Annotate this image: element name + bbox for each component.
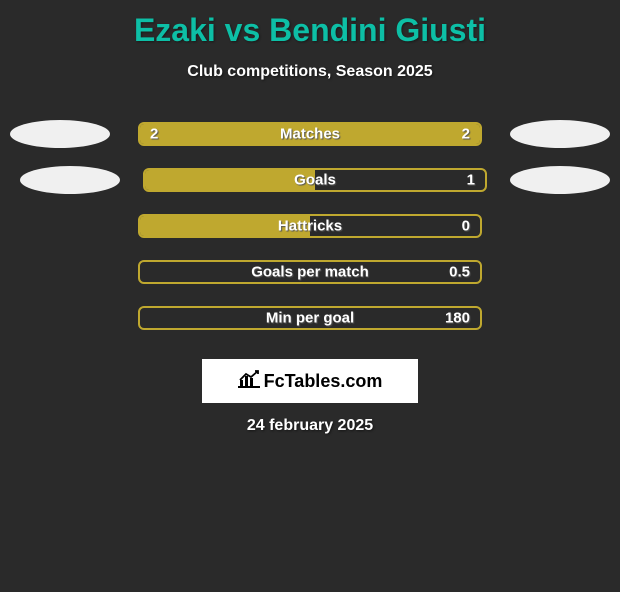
stat-bar: 180 Min per goal	[138, 306, 482, 330]
stat-row: 2 2 Matches	[0, 111, 620, 157]
bar-zone: 180 Min per goal	[110, 306, 510, 330]
player-left-marker	[20, 166, 120, 194]
logo-text: FcTables.com	[264, 371, 383, 392]
stat-bar: 0 Hattricks	[138, 214, 482, 238]
stat-bar: 2 2 Matches	[138, 122, 482, 146]
bar-zone: 0 Hattricks	[110, 214, 510, 238]
date-label: 24 february 2025	[0, 417, 620, 435]
page-title: Ezaki vs Bendini Giusti	[0, 12, 620, 49]
player-right-marker	[510, 166, 610, 194]
stat-row: 0 Hattricks	[0, 203, 620, 249]
bar-right-value: 2	[462, 126, 470, 143]
bar-label: Goals per match	[251, 264, 369, 281]
chart-icon	[238, 370, 260, 393]
bar-label: Matches	[280, 126, 340, 143]
bar-zone: 2 2 Matches	[110, 122, 510, 146]
bar-right-value: 180	[445, 310, 470, 327]
bar-label: Hattricks	[278, 218, 342, 235]
stat-bar: 0.5 Goals per match	[138, 260, 482, 284]
bar-label: Goals	[294, 172, 336, 189]
bar-right-value: 1	[467, 172, 475, 189]
bar-right-value: 0.5	[449, 264, 470, 281]
stat-row: 180 Min per goal	[0, 295, 620, 341]
stat-bar: 1 Goals	[143, 168, 487, 192]
player-left-marker	[10, 120, 110, 148]
player-right-marker	[510, 120, 610, 148]
bar-zone: 0.5 Goals per match	[110, 260, 510, 284]
stat-row: 0.5 Goals per match	[0, 249, 620, 295]
comparison-chart: 2 2 Matches 1 Goals 0 Hattricks 0.5 Goals per ma…	[0, 111, 620, 341]
bar-left-fill	[145, 170, 315, 190]
bar-left-value: 2	[150, 126, 158, 143]
bar-label: Min per goal	[266, 310, 354, 327]
logo: FcTables.com	[238, 370, 383, 393]
stat-row: 1 Goals	[0, 157, 620, 203]
bar-right-value: 0	[462, 218, 470, 235]
logo-box: FcTables.com	[202, 359, 418, 403]
page-subtitle: Club competitions, Season 2025	[0, 63, 620, 81]
bar-zone: 1 Goals	[120, 168, 510, 192]
